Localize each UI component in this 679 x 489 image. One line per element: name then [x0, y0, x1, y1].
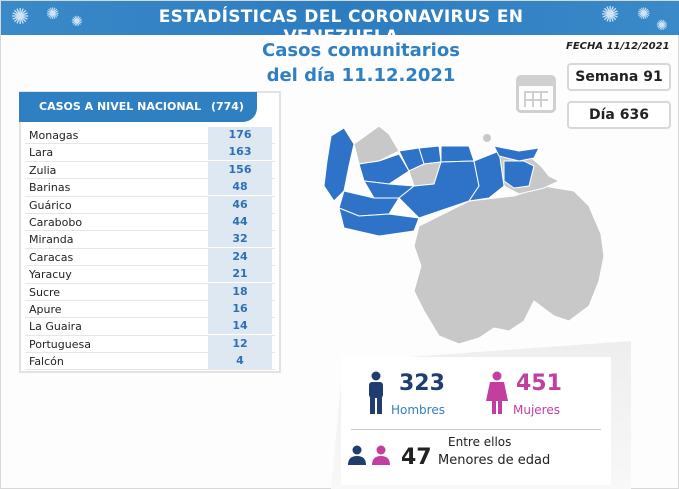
state-name: Apure — [29, 302, 62, 316]
state-cases: 46 — [208, 196, 272, 213]
female-count: 451 — [516, 371, 562, 396]
state-name: Monagas — [29, 129, 79, 142]
state-cases: 21 — [208, 266, 272, 283]
subtitle-line1: Casos comunitarios — [262, 40, 460, 61]
virus-icon: ✺ — [46, 4, 60, 23]
virus-icon: ✺ — [71, 14, 83, 30]
cases-table-total: (774) — [210, 100, 244, 113]
week-badge: Semana 91 — [567, 63, 671, 91]
virus-icon: ✺ — [637, 4, 651, 23]
header-banner: ✺ ✺ ✺ ESTADÍSTICAS DEL CORONAVIRUS EN VE… — [1, 1, 679, 47]
virus-icon: ✺ — [656, 18, 668, 34]
minors-count: 47 — [401, 445, 432, 470]
cases-table-title: CASOS A NIVEL NACIONAL — [39, 100, 202, 113]
calendar-icon — [516, 75, 556, 113]
map-region-sucre — [493, 145, 540, 162]
map-region-south — [413, 185, 605, 345]
state-cases: 44 — [208, 213, 272, 230]
state-cases: 14 — [208, 318, 272, 335]
table-row: Yaracuy 21 — [25, 266, 275, 284]
state-name: Miranda — [29, 233, 74, 247]
table-row: La Guaira 14 — [25, 318, 275, 337]
cases-table-header: CASOS A NIVEL NACIONAL (774) — [19, 92, 257, 122]
table-row: Portuguesa 12 — [25, 335, 275, 354]
state-name: Caracas — [29, 250, 74, 264]
table-row: Carabobo 44 — [25, 213, 275, 232]
subtitle: Casos comunitarios del día 11.12.2021 — [201, 38, 521, 88]
state-name: Zulia — [29, 163, 57, 177]
map-region-miranda — [440, 145, 475, 163]
state-cases: 48 — [208, 179, 272, 196]
state-cases: 176 — [208, 127, 272, 143]
table-row: Miranda 32 — [25, 231, 275, 250]
male-icon — [369, 371, 383, 414]
among-label: Entre ellos — [448, 435, 512, 449]
state-name: La Guaira — [29, 320, 82, 334]
cases-table-rows: Monagas 176 Lara 163 Zulia 156 Barinas 48 Guáric… — [25, 127, 275, 371]
venezuela-map — [323, 125, 605, 345]
state-name: Barinas — [29, 181, 71, 195]
day-badge: Día 636 — [567, 101, 671, 129]
table-row: Apure 16 — [25, 300, 275, 319]
map-region-zulia — [323, 127, 355, 202]
header-title: ESTADÍSTICAS DEL CORONAVIRUS EN VENEZUEL… — [158, 7, 524, 47]
child-male-icon — [348, 445, 366, 465]
state-name: Sucre — [29, 285, 61, 299]
table-row: Lara 163 — [25, 144, 275, 163]
stats-divider — [351, 429, 601, 430]
state-cases: 12 — [208, 335, 272, 352]
state-name: Falcón — [29, 355, 64, 369]
date-label: FECHA 11/12/2021 — [566, 41, 670, 52]
table-row: Monagas 176 — [25, 127, 275, 145]
state-name: Portuguesa — [29, 337, 91, 351]
map-region-monagas — [503, 160, 535, 189]
state-name: Yaracuy — [29, 268, 72, 282]
table-row: Zulia 156 — [25, 161, 275, 180]
child-female-icon — [372, 445, 390, 465]
table-row: Sucre 18 — [25, 283, 275, 302]
state-cases: 24 — [208, 248, 272, 265]
minors-label: Menores de edad — [438, 453, 551, 468]
state-cases: 32 — [208, 231, 272, 248]
state-cases: 156 — [208, 161, 272, 178]
state-cases: 4 — [208, 353, 272, 370]
female-icon — [486, 371, 508, 414]
subtitle-line2: del día 11.12.2021 — [266, 65, 456, 86]
table-row: Caracas 24 — [25, 248, 275, 267]
male-count: 323 — [399, 371, 445, 396]
state-name: Lara — [29, 146, 54, 160]
map-region-nueva-esparta — [483, 134, 491, 142]
table-row: Barinas 48 — [25, 179, 275, 197]
state-name: Guárico — [29, 198, 72, 212]
virus-icon: ✺ — [601, 3, 620, 28]
state-cases: 163 — [208, 144, 272, 161]
male-label: Hombres — [391, 403, 445, 417]
table-row: Guárico 46 — [25, 196, 275, 215]
virus-icon: ✺ — [11, 5, 30, 30]
state-cases: 18 — [208, 283, 272, 300]
state-cases: 16 — [208, 300, 272, 317]
state-name: Carabobo — [29, 215, 83, 229]
map-region-apure — [338, 207, 420, 237]
table-row: Falcón 4 — [25, 353, 275, 371]
female-label: Mujeres — [513, 403, 560, 417]
